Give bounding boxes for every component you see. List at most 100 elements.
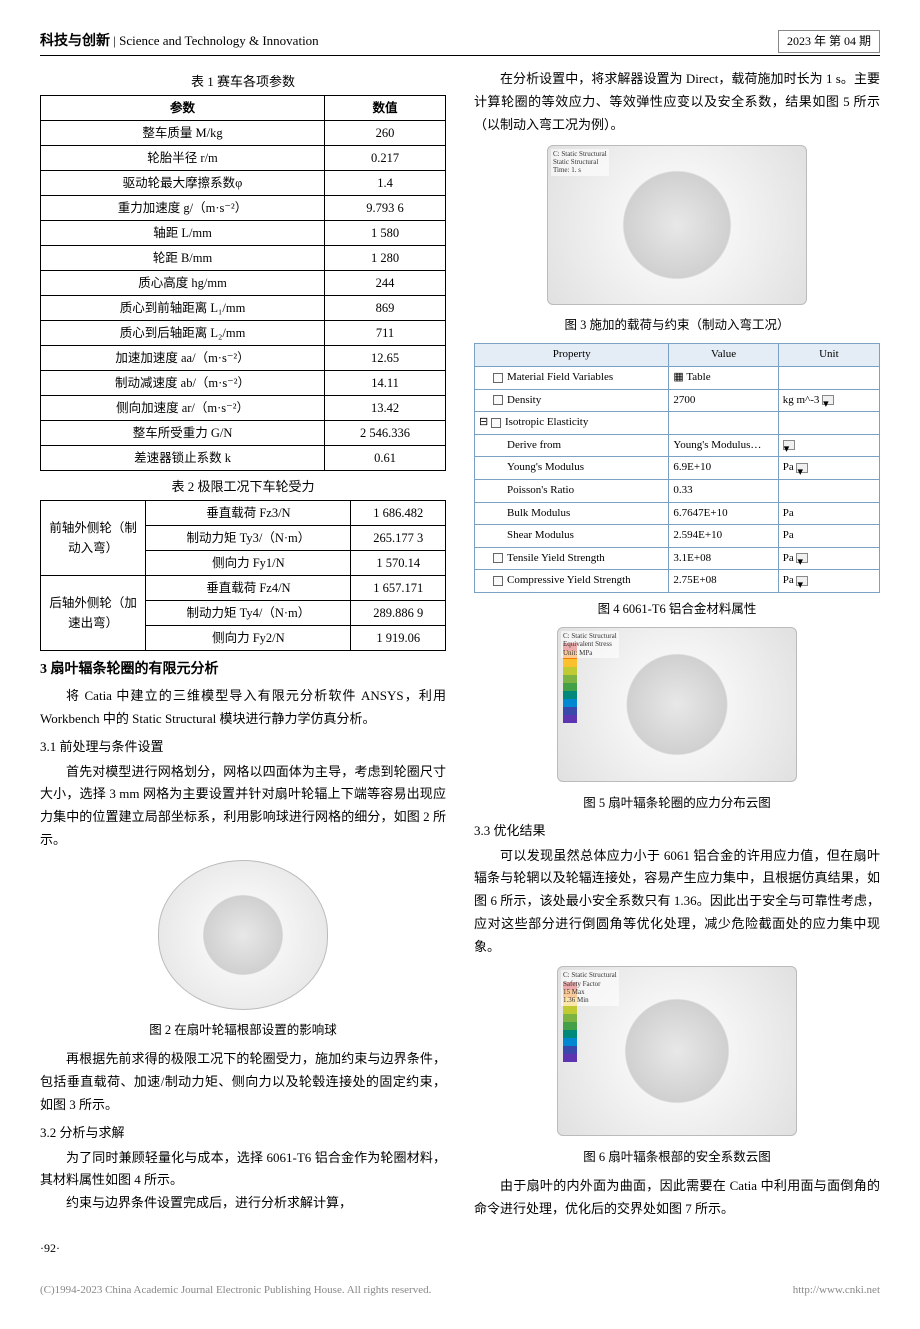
material-table-row: Density2700kg m^-3 ▾ [475, 389, 880, 412]
material-value-cell: 2.75E+08 [669, 570, 778, 593]
table1-row: 质心到后轴距离 L₂/mm711 [41, 321, 446, 346]
legend-swatch [563, 1054, 577, 1062]
material-property-cell: Shear Modulus [475, 525, 669, 548]
mat-header-property: Property [475, 344, 669, 367]
table1-row: 轮距 B/mm1 280 [41, 246, 446, 271]
material-unit-cell: Pa [778, 502, 879, 525]
material-property-cell: Tensile Yield Strength [475, 547, 669, 570]
dropdown-icon[interactable]: ▾ [796, 463, 808, 473]
material-value-cell: Young's Modulus… [669, 434, 778, 457]
material-table-row: Compressive Yield Strength2.75E+08Pa ▾ [475, 570, 880, 593]
material-property-cell: Material Field Variables [475, 367, 669, 390]
table1-cell: 14.11 [325, 371, 446, 396]
section-3-title: 3 扇叶辐条轮圈的有限元分析 [40, 659, 446, 681]
legend-swatch [563, 691, 577, 699]
table2-cell: 1 686.482 [351, 500, 446, 525]
table1-cell: 轮胎半径 r/m [41, 146, 325, 171]
table2-group-label: 前轴外侧轮（制动入弯） [41, 500, 146, 575]
section-3-1-p2: 再根据先前求得的极限工况下的轮圈受力，施加约束与边界条件，包括垂直载荷、加速/制… [40, 1048, 446, 1116]
figure-5-overlay-label: C: Static StructuralEquivalent StressUni… [561, 631, 619, 658]
figure-6: C: Static StructuralSafety Factor15 Max1… [474, 966, 880, 1167]
material-value-cell: ▦ Table [669, 367, 778, 390]
material-table-row: Tensile Yield Strength3.1E+08Pa ▾ [475, 547, 880, 570]
table2-caption: 表 2 极限工况下车轮受力 [40, 477, 446, 498]
figure-2: 图 2 在扇叶轮辐根部设置的影响球 [40, 860, 446, 1041]
material-unit-cell: kg m^-3 ▾ [778, 389, 879, 412]
table2-row: 前轴外侧轮（制动入弯）垂直载荷 Fz3/N1 686.482 [41, 500, 446, 525]
table1-row: 驱动轮最大摩擦系数φ1.4 [41, 171, 446, 196]
legend-swatch [563, 707, 577, 715]
material-unit-cell [778, 367, 879, 390]
table2-cell: 制动力矩 Ty4/（N·m） [146, 600, 351, 625]
two-column-layout: 表 1 赛车各项参数 参数 数值 整车质量 M/kg260轮胎半径 r/m0.2… [40, 68, 880, 1220]
footer-url: http://www.cnki.net [793, 1282, 880, 1300]
figure-6-overlay-label: C: Static StructuralSafety Factor15 Max1… [561, 970, 619, 1006]
table1-cell: 260 [325, 121, 446, 146]
right-column: 在分析设置中，将求解器设置为 Direct，载荷施加时长为 1 s。主要计算轮圈… [474, 68, 880, 1220]
dropdown-icon[interactable]: ▾ [822, 395, 834, 405]
table2-cell: 1 570.14 [351, 550, 446, 575]
section-3-3-p2: 由于扇叶的内外面为曲面，因此需要在 Catia 中利用面与面倒角的命令进行处理，… [474, 1175, 880, 1221]
journal-title-bold: 科技与创新 [40, 34, 110, 49]
section-3-p1: 将 Catia 中建立的三维模型导入有限元分析软件 ANSYS，利用 Workb… [40, 685, 446, 731]
material-unit-cell: ▾ [778, 434, 879, 457]
material-table-row: Material Field Variables▦ Table [475, 367, 880, 390]
legend-swatch [563, 1038, 577, 1046]
legend-swatch [563, 1014, 577, 1022]
table1-cell: 2 546.336 [325, 421, 446, 446]
figure-3: C: Static StructuralStatic StructuralTim… [474, 145, 880, 336]
table2-cell: 265.177 3 [351, 525, 446, 550]
page-footer: (C)1994-2023 China Academic Journal Elec… [40, 1282, 880, 1300]
table1-cell: 244 [325, 271, 446, 296]
table2-cell: 侧向力 Fy1/N [146, 550, 351, 575]
left-column: 表 1 赛车各项参数 参数 数值 整车质量 M/kg260轮胎半径 r/m0.2… [40, 68, 446, 1220]
material-value-cell: 6.7647E+10 [669, 502, 778, 525]
table1-cell: 轴距 L/mm [41, 221, 325, 246]
table1-cell: 质心到后轴距离 L₂/mm [41, 321, 325, 346]
dropdown-icon[interactable]: ▾ [783, 440, 795, 450]
table1-row: 轴距 L/mm1 580 [41, 221, 446, 246]
mat-header-unit: Unit [778, 344, 879, 367]
table1-header-0: 参数 [41, 96, 325, 121]
table1-row: 质心高度 hg/mm244 [41, 271, 446, 296]
journal-title: 科技与创新 | Science and Technology & Innovat… [40, 31, 319, 53]
table1-row: 质心到前轴距离 L₁/mm869 [41, 296, 446, 321]
section-3-3-p1: 可以发现虽然总体应力小于 6061 铝合金的许用应力值，但在扇叶辐条与轮辋以及轮… [474, 845, 880, 959]
figure-4-caption: 图 4 6061-T6 铝合金材料属性 [474, 599, 880, 619]
dropdown-icon[interactable]: ▾ [796, 576, 808, 586]
material-unit-cell [778, 412, 879, 435]
material-property-cell: ⊟ Isotropic Elasticity [475, 412, 669, 435]
figure-5: C: Static StructuralEquivalent StressUni… [474, 627, 880, 813]
table1-cell: 侧向加速度 ar/（m·s⁻²） [41, 396, 325, 421]
table2-cell: 制动力矩 Ty3/（N·m） [146, 525, 351, 550]
legend-swatch [563, 675, 577, 683]
table1-cell: 整车所受重力 G/N [41, 421, 325, 446]
table1-row: 加速加速度 aa/（m·s⁻²）12.65 [41, 346, 446, 371]
material-property-cell: Bulk Modulus [475, 502, 669, 525]
right-col-p1: 在分析设置中，将求解器设置为 Direct，载荷施加时长为 1 s。主要计算轮圈… [474, 68, 880, 136]
section-3-1-title: 3.1 前处理与条件设置 [40, 737, 446, 758]
table1-cell: 整车质量 M/kg [41, 121, 325, 146]
table1-header-1: 数值 [325, 96, 446, 121]
table1-caption: 表 1 赛车各项参数 [40, 72, 446, 93]
material-property-cell: Young's Modulus [475, 457, 669, 480]
table1-row: 整车质量 M/kg260 [41, 121, 446, 146]
table1-cell: 驱动轮最大摩擦系数φ [41, 171, 325, 196]
section-3-3-title: 3.3 优化结果 [474, 821, 880, 842]
section-3-2-p1: 为了同时兼顾轻量化与成本，选择 6061-T6 铝合金作为轮圈材料，其材料属性如… [40, 1147, 446, 1193]
legend-swatch [563, 1022, 577, 1030]
section-3-1-p1: 首先对模型进行网格划分，网格以四面体为主导，考虑到轮圈尺寸大小，选择 3 mm … [40, 761, 446, 852]
figure-5-caption: 图 5 扇叶辐条轮圈的应力分布云图 [474, 793, 880, 813]
table1-cell: 差速器锁止系数 k [41, 446, 325, 471]
table1-cell: 9.793 6 [325, 196, 446, 221]
table1-row: 侧向加速度 ar/（m·s⁻²）13.42 [41, 396, 446, 421]
table2-cell: 侧向力 Fy2/N [146, 625, 351, 650]
dropdown-icon[interactable]: ▾ [796, 553, 808, 563]
legend-swatch [563, 667, 577, 675]
material-value-cell: 3.1E+08 [669, 547, 778, 570]
material-value-cell: 2700 [669, 389, 778, 412]
figure-3-caption: 图 3 施加的载荷与约束（制动入弯工况） [474, 315, 880, 335]
material-table-row: ⊟ Isotropic Elasticity [475, 412, 880, 435]
table2-group-label: 后轴外侧轮（加速出弯） [41, 575, 146, 650]
material-value-cell: 2.594E+10 [669, 525, 778, 548]
